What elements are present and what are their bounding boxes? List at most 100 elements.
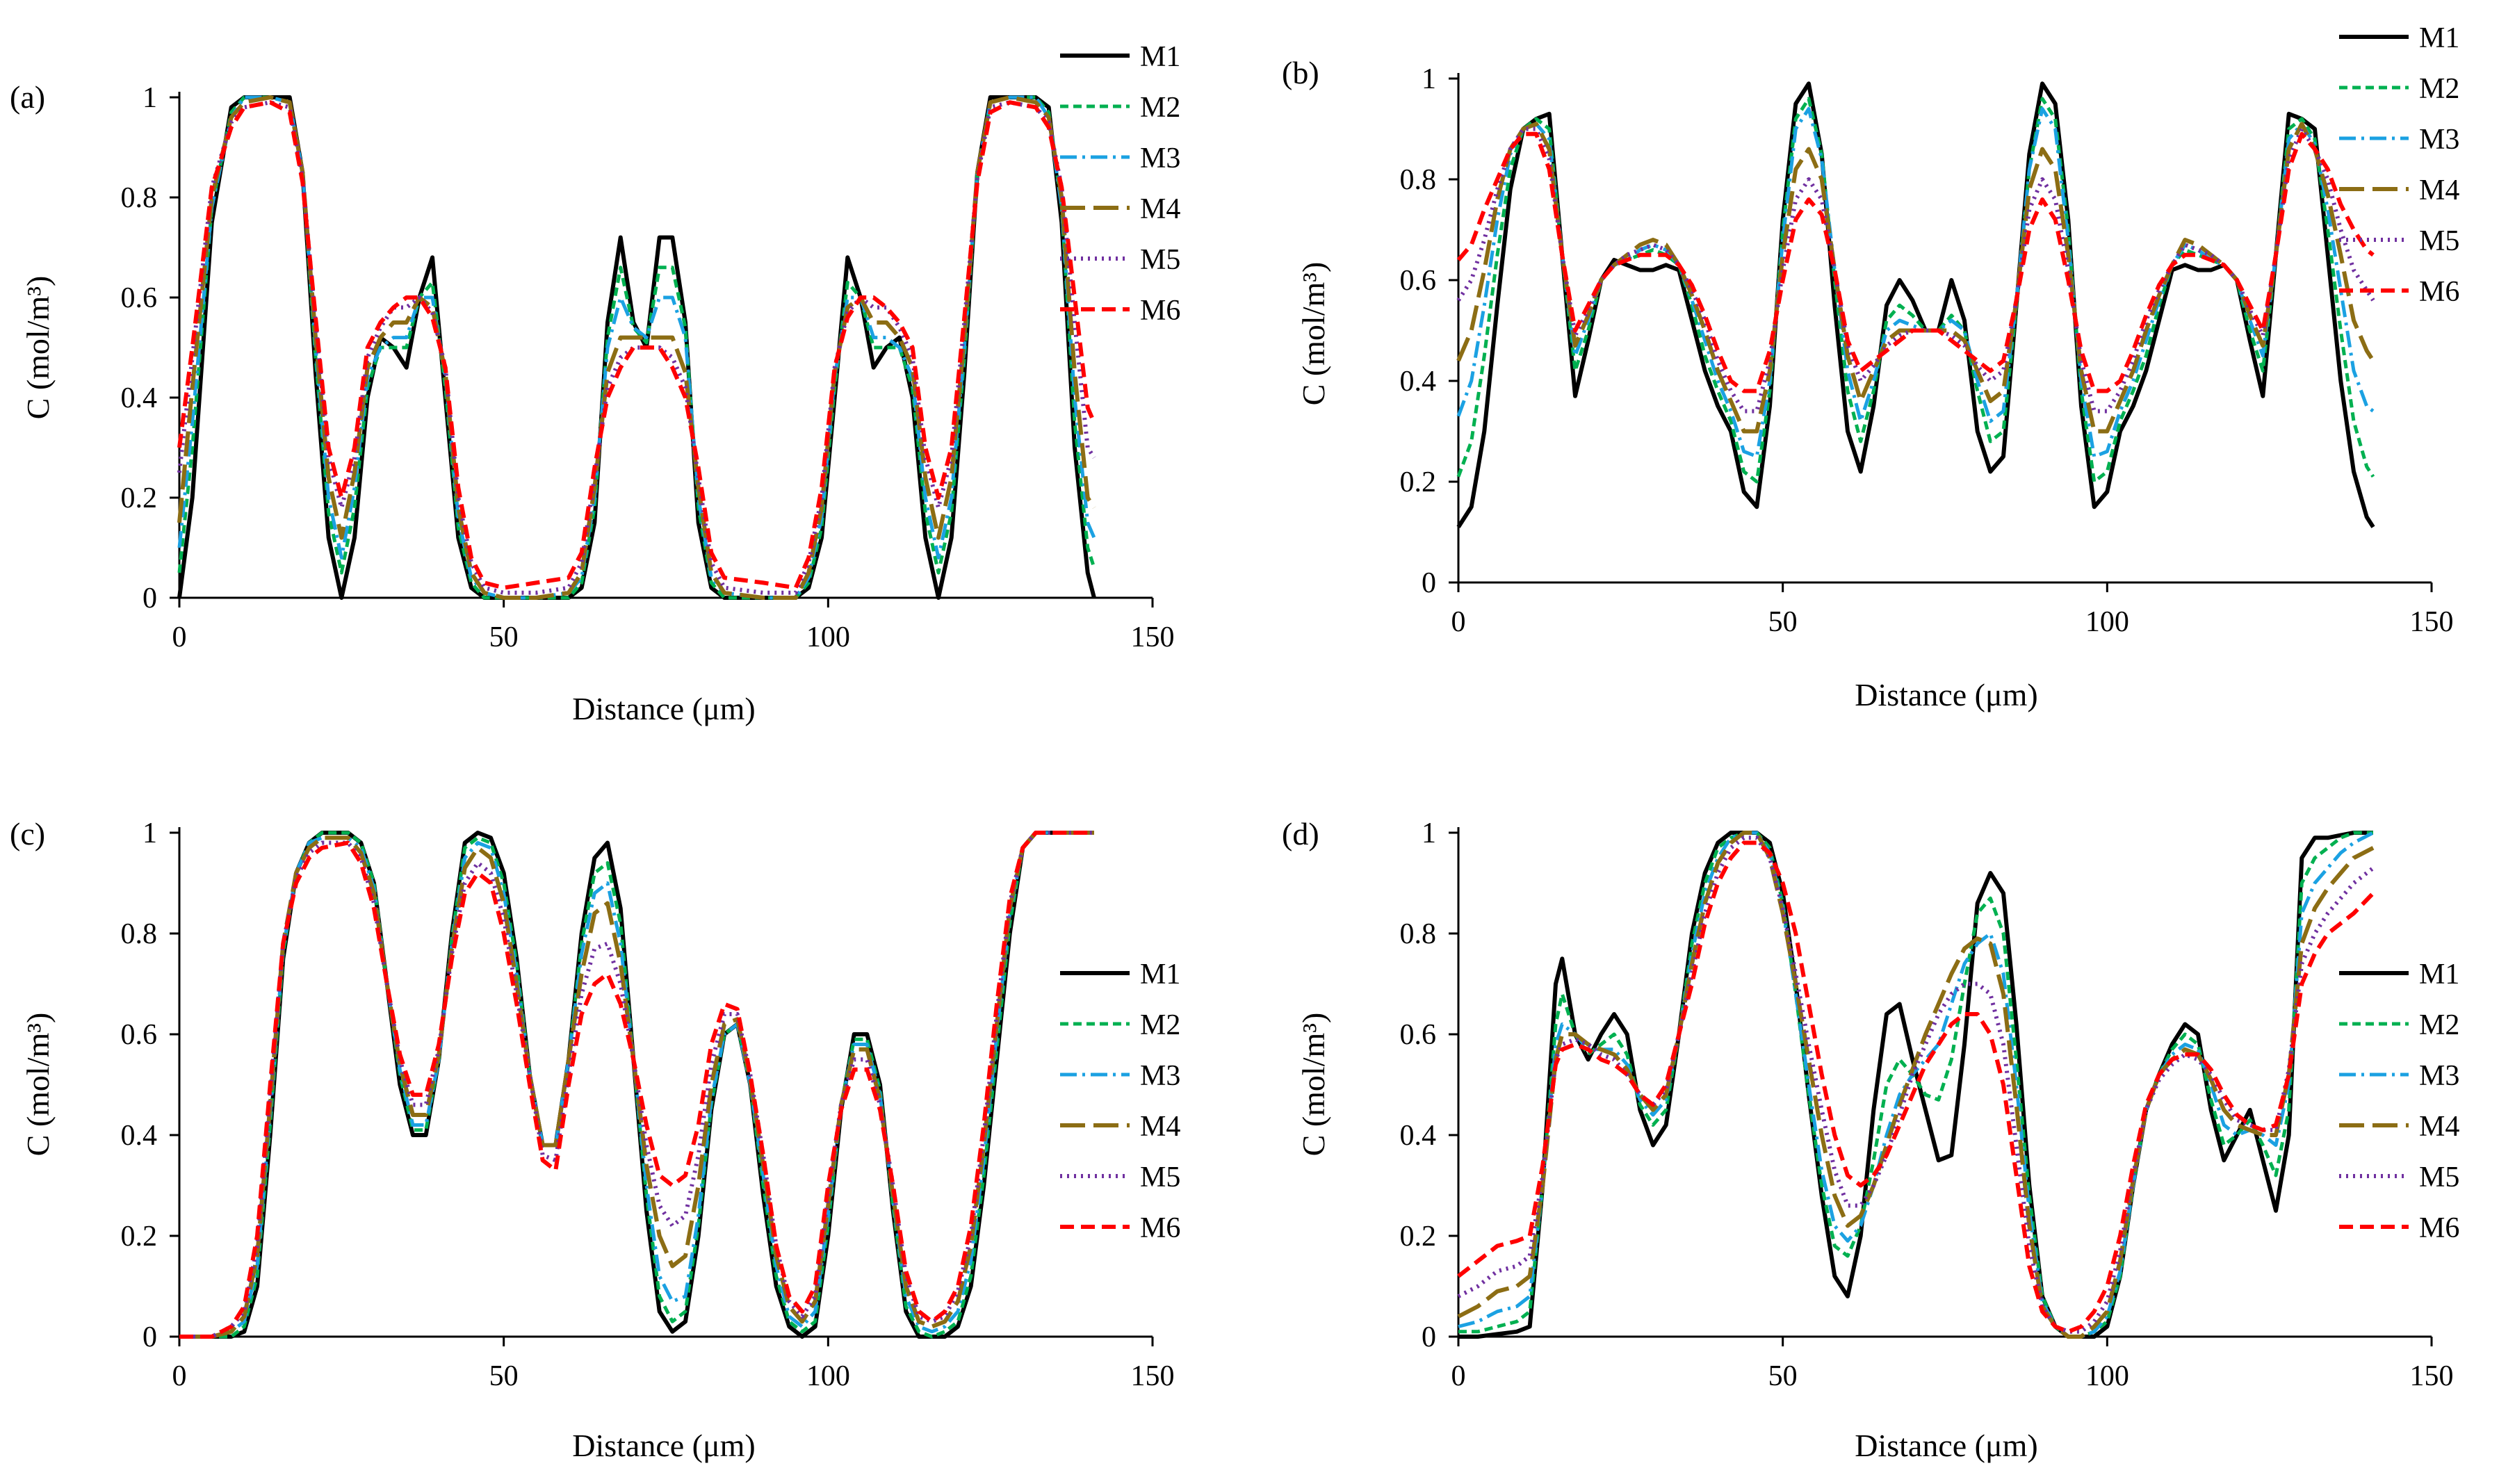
legend-label-m5: M5	[1140, 1161, 1180, 1193]
legend-label-m3: M3	[1140, 1060, 1180, 1092]
x-tick-label: 150	[2410, 606, 2454, 638]
legend-label-m2: M2	[2419, 73, 2459, 105]
y-tick-label: 0.4	[121, 1120, 158, 1152]
legend-c: M1 M2 M3 M4 M5 M6	[1060, 959, 1180, 1244]
x-tick-label: 0	[172, 1360, 187, 1392]
legend-label-m5: M5	[2419, 225, 2459, 257]
x-axis-label: Distance (μm)	[1855, 1428, 2038, 1463]
legend-label-m1: M1	[1140, 41, 1180, 73]
y-tick-label: 0.8	[1400, 164, 1437, 196]
y-tick-label: 0.6	[1400, 1019, 1437, 1051]
legend-label-m1: M1	[1140, 959, 1180, 990]
x-tick-label: 100	[806, 1360, 850, 1392]
axes-d: 0 50 100 150 0 0.2 0.4 0.6 0.8 1	[1400, 817, 2454, 1392]
x-tick-label: 100	[2085, 1360, 2129, 1392]
legend-label-m2: M2	[1140, 1009, 1180, 1041]
legend-label-m3: M3	[1140, 142, 1180, 174]
y-axis-label: C (mol/m³)	[20, 1013, 56, 1157]
y-tick-label: 0.4	[1400, 366, 1437, 398]
x-tick-label: 0	[1451, 1360, 1466, 1392]
series-lines-d	[1457, 831, 2375, 1339]
y-tick-label: 0	[143, 582, 157, 614]
y-tick-label: 0.8	[121, 182, 158, 214]
y-tick-label: 0.4	[1400, 1120, 1437, 1152]
series-line-m3	[179, 831, 1094, 1339]
y-tick-label: 0.6	[121, 282, 158, 314]
legend-label-m4: M4	[2419, 1111, 2459, 1143]
legend-label-m4: M4	[1140, 1111, 1180, 1143]
legend-label-m1: M1	[2419, 959, 2459, 990]
series-line-m1	[1458, 831, 2373, 1339]
panel-c: (c) 0 50 100 150 0 0.2 0.4 0.6 0.8 1 Distance (μm…	[10, 816, 1180, 1463]
legend-label-m1: M1	[2419, 22, 2459, 54]
x-tick-label: 50	[1768, 606, 1798, 638]
y-tick-label: 0	[1422, 1321, 1436, 1353]
y-tick-label: 1	[1422, 817, 1436, 849]
legend-label-m6: M6	[1140, 295, 1180, 327]
panel-label: (a)	[10, 79, 45, 115]
x-tick-label: 150	[2410, 1360, 2454, 1392]
panel-label: (b)	[1282, 55, 1319, 90]
x-tick-label: 50	[1768, 1360, 1798, 1392]
y-tick-label: 0	[143, 1321, 157, 1353]
y-tick-label: 0.2	[121, 482, 158, 514]
x-tick-label: 100	[806, 621, 850, 653]
legend-a: M1 M2 M3 M4 M5 M6	[1060, 41, 1180, 327]
y-tick-label: 1	[143, 82, 157, 114]
legend-label-m5: M5	[2419, 1161, 2459, 1193]
series-lines-a	[177, 95, 1096, 600]
x-tick-label: 150	[1131, 621, 1175, 653]
legend-label-m3: M3	[2419, 124, 2459, 156]
y-axis-label: C (mol/m³)	[1296, 1013, 1331, 1157]
panel-label: (d)	[1282, 816, 1319, 851]
y-tick-label: 1	[1422, 63, 1436, 95]
y-tick-label: 0.6	[121, 1019, 158, 1051]
series-lines-b	[1456, 81, 2375, 528]
axes-a: 0 50 100 150 0 0.2 0.4 0.6 0.8 1	[121, 82, 1175, 653]
x-tick-label: 150	[1131, 1360, 1175, 1392]
x-tick-label: 100	[2085, 606, 2129, 638]
y-tick-label: 0.2	[121, 1221, 158, 1253]
y-tick-label: 0.2	[1400, 466, 1437, 498]
panel-b: (b) 0 50 100 150 0 0.2 0.4 0.6 0.8 1 Distance (μm…	[1282, 22, 2459, 712]
series-line-m3	[177, 95, 1096, 600]
y-tick-label: 0	[1422, 567, 1436, 599]
x-tick-label: 0	[1451, 606, 1466, 638]
panel-d: (d) 0 50 100 150 0 0.2 0.4 0.6 0.8 1 Distance (μm…	[1282, 816, 2459, 1463]
y-tick-label: 0.8	[1400, 918, 1437, 950]
legend-label-m6: M6	[1140, 1212, 1180, 1244]
axes-c: 0 50 100 150 0 0.2 0.4 0.6 0.8 1	[121, 817, 1175, 1392]
x-tick-label: 0	[172, 621, 187, 653]
series-line-m6	[1457, 840, 2375, 1334]
series-line-m2	[177, 95, 1096, 600]
legend-label-m2: M2	[1140, 92, 1180, 124]
series-line-m4	[179, 831, 1094, 1339]
x-axis-label: Distance (μm)	[572, 691, 756, 726]
y-axis-label: C (mol/m³)	[20, 276, 56, 420]
y-tick-label: 0.4	[121, 382, 158, 414]
y-tick-label: 0.8	[121, 918, 158, 950]
legend-label-m3: M3	[2419, 1060, 2459, 1092]
legend-label-m2: M2	[2419, 1009, 2459, 1041]
series-line-m3	[1458, 831, 2375, 1339]
x-tick-label: 50	[489, 621, 519, 653]
series-lines-c	[179, 831, 1094, 1339]
legend-label-m6: M6	[2419, 1212, 2459, 1244]
legend-label-m4: M4	[1140, 193, 1180, 225]
legend-label-m6: M6	[2419, 276, 2459, 308]
legend-d: M1 M2 M3 M4 M5 M6	[2339, 959, 2459, 1244]
series-line-m6	[177, 100, 1096, 590]
y-tick-label: 0.6	[1400, 265, 1437, 297]
series-line-m6	[179, 831, 1094, 1339]
series-line-m4	[177, 95, 1096, 600]
legend-label-m5: M5	[1140, 244, 1180, 276]
series-line-m4	[1457, 831, 2375, 1339]
series-line-m4	[1456, 122, 2375, 434]
series-line-m5	[1456, 127, 2375, 414]
y-axis-label: C (mol/m³)	[1296, 262, 1331, 406]
series-line-m6	[1456, 131, 2375, 393]
y-tick-label: 1	[143, 817, 157, 849]
series-line-m2	[1458, 831, 2373, 1339]
x-axis-label: Distance (μm)	[572, 1428, 756, 1463]
